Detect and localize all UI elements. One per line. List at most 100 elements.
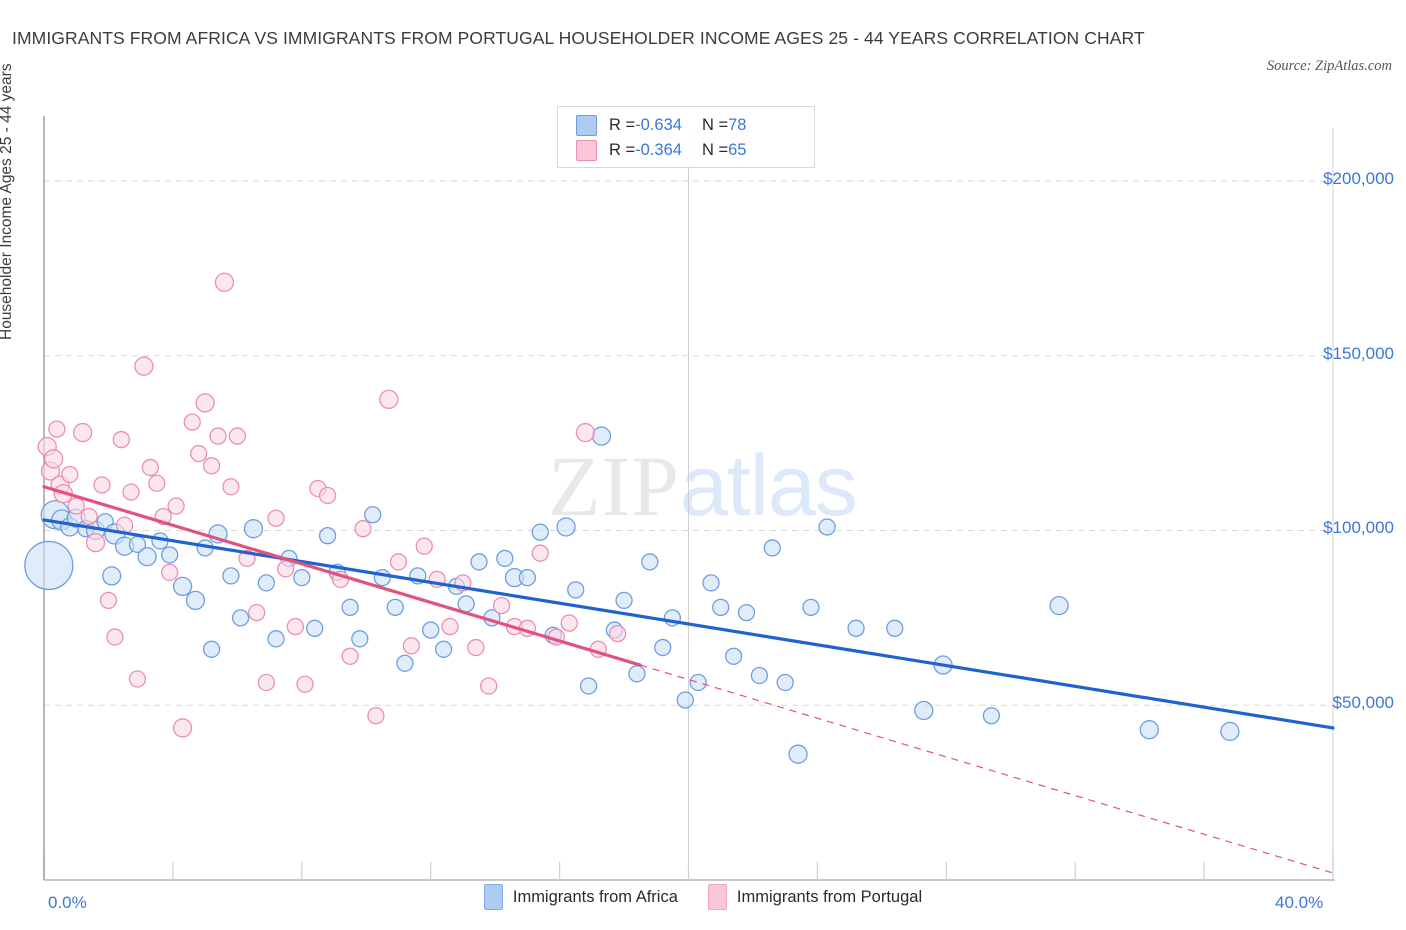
- series-legend-item-portugal[interactable]: Immigrants from Portugal: [707, 884, 922, 910]
- data-point[interactable]: [389, 553, 408, 571]
- data-point[interactable]: [364, 506, 382, 524]
- data-point[interactable]: [167, 497, 185, 515]
- data-point[interactable]: [248, 603, 266, 622]
- data-point[interactable]: [318, 527, 337, 545]
- data-point[interactable]: [67, 497, 85, 515]
- data-point[interactable]: [367, 707, 385, 725]
- data-point[interactable]: [293, 568, 311, 587]
- data-point[interactable]: [73, 422, 93, 443]
- data-point[interactable]: [172, 718, 193, 738]
- data-point[interactable]: [48, 420, 66, 438]
- data-point[interactable]: [209, 427, 227, 445]
- data-point[interactable]: [750, 666, 769, 685]
- data-point[interactable]: [141, 458, 159, 477]
- data-point[interactable]: [434, 640, 453, 658]
- data-point[interactable]: [80, 507, 98, 526]
- data-point[interactable]: [183, 413, 201, 431]
- data-point[interactable]: [914, 700, 934, 721]
- data-point[interactable]: [102, 566, 122, 586]
- data-point[interactable]: [676, 691, 694, 709]
- data-point[interactable]: [579, 677, 598, 695]
- data-point[interactable]: [257, 673, 276, 692]
- data-point[interactable]: [228, 427, 247, 445]
- data-point[interactable]: [1139, 720, 1159, 740]
- data-point[interactable]: [982, 707, 1001, 725]
- data-point[interactable]: [93, 476, 111, 494]
- data-point[interactable]: [202, 640, 221, 658]
- data-point[interactable]: [222, 478, 240, 496]
- data-point[interactable]: [190, 444, 208, 463]
- data-point[interactable]: [134, 356, 154, 376]
- data-point[interactable]: [556, 517, 576, 537]
- data-point[interactable]: [467, 638, 485, 657]
- data-point[interactable]: [518, 568, 537, 587]
- data-point[interactable]: [654, 638, 672, 657]
- data-point[interactable]: [122, 483, 140, 501]
- data-point[interactable]: [24, 540, 74, 591]
- data-point[interactable]: [61, 465, 79, 484]
- data-point[interactable]: [628, 665, 646, 683]
- data-point[interactable]: [386, 598, 404, 617]
- data-point[interactable]: [496, 549, 514, 568]
- data-point[interactable]: [689, 673, 707, 692]
- data-point[interactable]: [402, 637, 421, 655]
- data-point[interactable]: [148, 474, 166, 492]
- data-point[interactable]: [422, 621, 440, 639]
- data-point[interactable]: [531, 544, 549, 562]
- data-point[interactable]: [137, 547, 157, 567]
- data-point[interactable]: [85, 533, 106, 553]
- data-point[interactable]: [591, 426, 612, 446]
- data-point[interactable]: [737, 603, 756, 622]
- data-point[interactable]: [441, 617, 459, 636]
- data-point[interactable]: [802, 598, 820, 617]
- data-point[interactable]: [531, 523, 549, 541]
- data-point[interactable]: [847, 619, 865, 637]
- data-point[interactable]: [185, 590, 206, 611]
- data-point[interactable]: [641, 553, 659, 571]
- data-point[interactable]: [286, 617, 305, 636]
- data-point[interactable]: [788, 744, 808, 764]
- data-point[interactable]: [470, 553, 488, 571]
- data-point[interactable]: [243, 519, 264, 539]
- data-point[interactable]: [318, 486, 337, 505]
- data-point[interactable]: [257, 574, 276, 592]
- data-point[interactable]: [1220, 721, 1240, 742]
- data-point[interactable]: [567, 581, 585, 599]
- data-point[interactable]: [99, 591, 118, 610]
- data-point[interactable]: [492, 596, 511, 615]
- data-point[interactable]: [44, 449, 64, 469]
- data-point[interactable]: [457, 595, 475, 613]
- data-point[interactable]: [277, 560, 295, 578]
- data-point[interactable]: [415, 537, 433, 555]
- data-point[interactable]: [267, 509, 285, 527]
- data-point[interactable]: [1049, 595, 1069, 616]
- data-point[interactable]: [560, 614, 578, 632]
- data-point[interactable]: [724, 647, 743, 665]
- data-point[interactable]: [161, 563, 179, 582]
- data-point[interactable]: [341, 647, 359, 665]
- data-point[interactable]: [776, 673, 794, 692]
- data-point[interactable]: [106, 628, 124, 646]
- data-point[interactable]: [354, 520, 372, 538]
- data-point[interactable]: [214, 272, 235, 292]
- data-point[interactable]: [195, 393, 215, 413]
- data-point[interactable]: [396, 654, 414, 672]
- data-point[interactable]: [351, 630, 369, 648]
- data-point[interactable]: [615, 591, 633, 610]
- data-point[interactable]: [712, 598, 730, 617]
- data-point[interactable]: [702, 574, 720, 592]
- data-point[interactable]: [267, 630, 285, 648]
- data-point[interactable]: [128, 670, 147, 688]
- data-point[interactable]: [763, 539, 781, 557]
- data-point[interactable]: [886, 619, 904, 637]
- data-point[interactable]: [296, 675, 314, 693]
- data-point[interactable]: [112, 430, 130, 449]
- data-point[interactable]: [608, 624, 627, 643]
- data-point[interactable]: [379, 389, 399, 410]
- data-point[interactable]: [222, 567, 240, 585]
- data-point[interactable]: [161, 546, 179, 564]
- data-point[interactable]: [818, 518, 836, 536]
- data-point[interactable]: [231, 609, 250, 627]
- data-point[interactable]: [172, 576, 193, 597]
- series-legend-item-africa[interactable]: Immigrants from Africa: [483, 884, 678, 910]
